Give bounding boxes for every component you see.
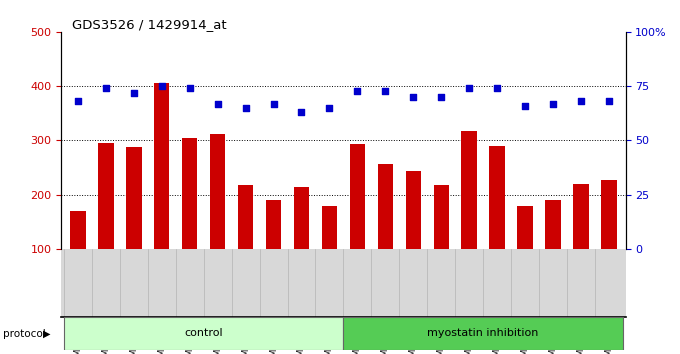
- Bar: [462, 131, 477, 303]
- Point: [575, 98, 586, 104]
- Point: [603, 98, 614, 104]
- Point: [101, 86, 112, 91]
- FancyBboxPatch shape: [64, 317, 343, 350]
- Bar: [70, 211, 86, 303]
- Bar: [405, 171, 421, 303]
- Point: [380, 88, 391, 93]
- Bar: [490, 146, 505, 303]
- Point: [129, 90, 139, 96]
- Bar: [601, 179, 617, 303]
- Point: [296, 109, 307, 115]
- Point: [324, 105, 335, 111]
- Bar: [545, 200, 560, 303]
- Bar: [322, 206, 337, 303]
- Point: [464, 86, 475, 91]
- Bar: [517, 206, 532, 303]
- Point: [547, 101, 558, 107]
- Bar: [294, 187, 309, 303]
- Point: [492, 86, 503, 91]
- Text: myostatin inhibition: myostatin inhibition: [428, 328, 539, 338]
- Point: [184, 86, 195, 91]
- Text: protocol: protocol: [3, 329, 46, 338]
- Point: [352, 88, 363, 93]
- Bar: [573, 184, 589, 303]
- Bar: [377, 164, 393, 303]
- Bar: [98, 143, 114, 303]
- Point: [212, 101, 223, 107]
- Bar: [238, 185, 253, 303]
- Point: [268, 101, 279, 107]
- Bar: [434, 185, 449, 303]
- Bar: [350, 144, 365, 303]
- FancyBboxPatch shape: [343, 317, 623, 350]
- Text: control: control: [184, 328, 223, 338]
- Bar: [266, 200, 282, 303]
- Point: [240, 105, 251, 111]
- Point: [520, 103, 530, 109]
- Bar: [154, 84, 169, 303]
- Bar: [182, 138, 197, 303]
- Text: GDS3526 / 1429914_at: GDS3526 / 1429914_at: [73, 18, 227, 31]
- Bar: [126, 147, 141, 303]
- Point: [156, 83, 167, 89]
- Point: [73, 98, 84, 104]
- Point: [436, 94, 447, 100]
- Text: ▶: ▶: [43, 329, 50, 338]
- Bar: [210, 134, 225, 303]
- Point: [408, 94, 419, 100]
